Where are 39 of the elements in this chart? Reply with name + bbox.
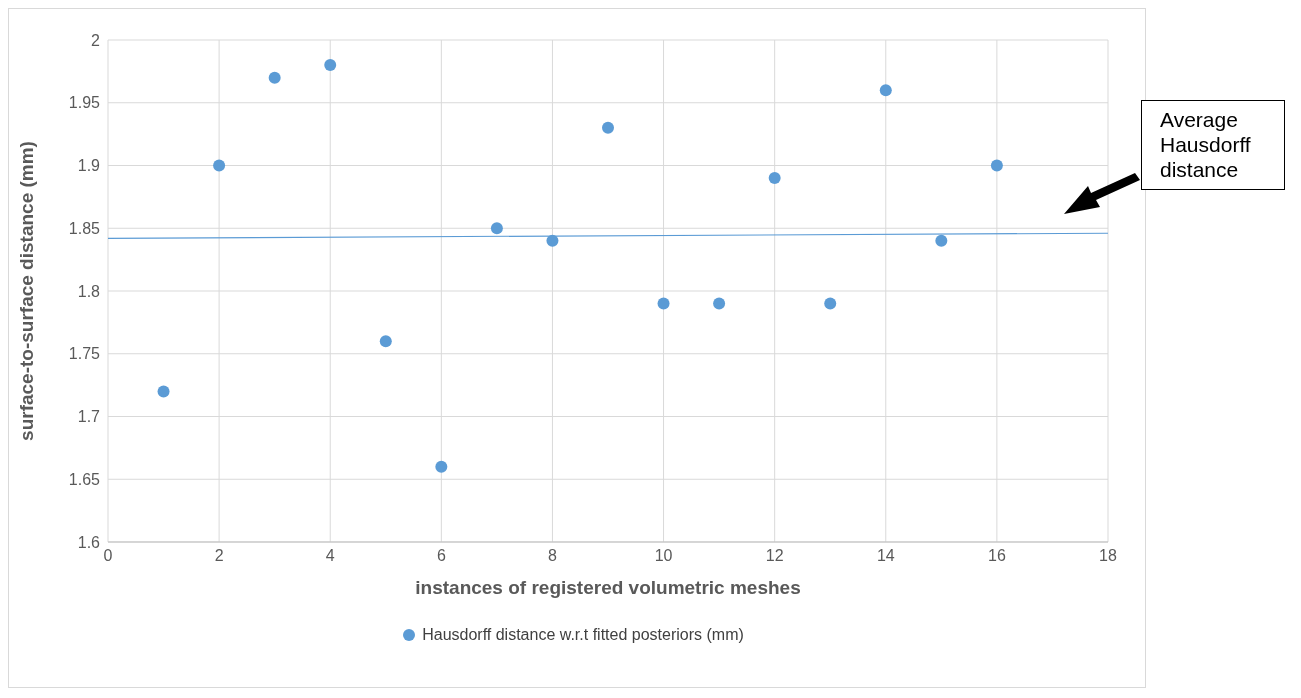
point	[935, 234, 948, 247]
point	[990, 159, 1003, 172]
x-tick-label: 12	[765, 547, 784, 565]
x-tick-label: 0	[103, 547, 113, 565]
y-tick-label: 1.7	[77, 408, 101, 426]
point	[657, 297, 670, 310]
point	[324, 59, 337, 72]
point	[157, 385, 170, 398]
y-tick-label: 1.85	[68, 219, 101, 237]
y-tick-label: 1.75	[68, 345, 101, 363]
y-tick-label: 1.95	[68, 94, 101, 112]
x-tick-label: 10	[654, 547, 673, 565]
y-tick-label: 1.8	[77, 282, 101, 300]
point	[268, 71, 281, 84]
y-axis-title: surface-to-surface distance (mm)	[15, 141, 37, 441]
point	[546, 234, 559, 247]
point	[768, 172, 781, 185]
text: Average Hausdorff distance	[1141, 100, 1285, 190]
x-tick-label: 4	[325, 547, 335, 565]
point	[435, 460, 448, 473]
x-tick-label: 14	[876, 547, 895, 565]
x-tick-label: 6	[436, 547, 446, 565]
point	[490, 222, 503, 235]
y-tick-label: 1.6	[77, 533, 101, 551]
x-tick-label: 18	[1099, 547, 1117, 565]
point	[213, 159, 226, 172]
legend-label: Hausdorff distance w.r.t fitted posteriors (mm)	[421, 626, 744, 644]
y-tick-label: 2	[91, 31, 101, 49]
point	[602, 121, 614, 134]
x-tick-label: 2	[214, 547, 224, 565]
y-tick-label: 1.9	[77, 157, 101, 175]
y-tick-label: 1.65	[68, 470, 101, 488]
x-tick-label: 16	[987, 547, 1006, 565]
point	[824, 297, 837, 310]
point	[713, 297, 726, 310]
point	[879, 84, 892, 97]
x-axis-title: instances of registered volumetric meshes	[415, 577, 801, 598]
x-tick-label: 8	[547, 547, 557, 565]
point	[379, 335, 392, 348]
